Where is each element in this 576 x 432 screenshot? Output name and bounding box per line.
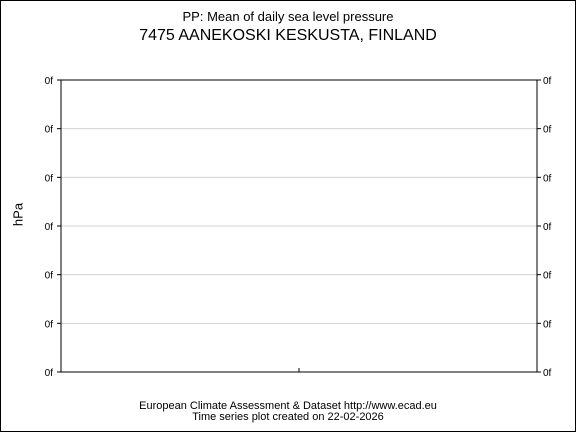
y-tick-label-right: 0f (543, 222, 552, 233)
y-tick-label-left: 0f (45, 125, 54, 136)
footer-source: European Climate Assessment & Dataset ht… (139, 400, 437, 412)
chart-title: PP: Mean of daily sea level pressure (182, 9, 394, 24)
footer-created: Time series plot created on 22-02-2026 (192, 411, 384, 423)
y-tick-label-right: 0f (543, 76, 552, 87)
y-tick-label-left: 0f (45, 319, 54, 330)
y-tick-label-right: 0f (543, 368, 552, 379)
y-tick-label-right: 0f (543, 319, 552, 330)
y-tick-label-right: 0f (543, 125, 552, 136)
y-tick-label-right: 0f (543, 173, 552, 184)
y-tick-label-left: 0f (45, 76, 54, 87)
y-tick-label-left: 0f (45, 173, 54, 184)
y-tick-label-left: 0f (45, 271, 54, 282)
plot-border (60, 79, 538, 373)
y-tick-label-right: 0f (543, 271, 552, 282)
y-tick-label-left: 0f (45, 368, 54, 379)
y-tick-label-left: 0f (45, 222, 54, 233)
chart-subtitle: 7475 AANEKOSKI KESKUSTA, FINLAND (139, 27, 437, 44)
